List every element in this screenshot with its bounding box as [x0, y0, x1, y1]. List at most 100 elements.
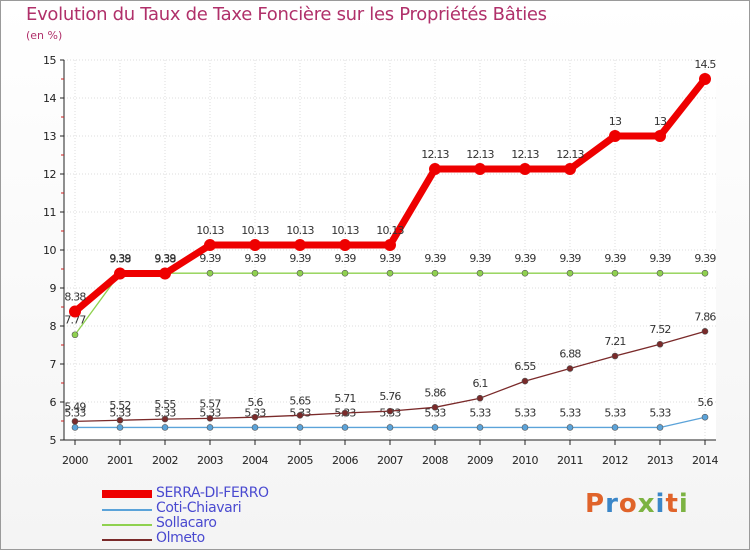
- x-tick-label: 2008: [422, 454, 448, 467]
- data-point-coti-chiavari: [701, 413, 709, 421]
- data-label-coti-chiavari: 5.33: [514, 406, 536, 419]
- data-point-coti-chiavari: [476, 424, 484, 431]
- data-label-olmeto: 5.86: [424, 386, 446, 399]
- data-label-serra-di-ferro: 9.38: [154, 253, 176, 266]
- data-point-coti-chiavari: [656, 424, 664, 431]
- data-label-olmeto: 5.71: [334, 392, 355, 405]
- logo-letter: o: [618, 489, 638, 519]
- data-label-coti-chiavari: 5.6: [697, 396, 713, 409]
- data-label-serra-di-ferro: 8.38: [64, 291, 86, 304]
- data-point-serra-di-ferro: [519, 163, 531, 176]
- data-point-coti-chiavari: [431, 424, 439, 431]
- y-tick-label: 10: [43, 244, 56, 257]
- legend-swatch-serra-di-ferro: [102, 490, 152, 498]
- data-point-sollacaro: [521, 269, 529, 277]
- data-point-sollacaro: [71, 331, 79, 339]
- y-tick-label: 8: [50, 320, 57, 333]
- data-label-sollacaro: 9.39: [424, 252, 446, 265]
- x-tick-label: 2012: [602, 454, 628, 467]
- y-tick-label: 9: [50, 282, 57, 295]
- x-tick-label: 2009: [467, 454, 493, 467]
- data-label-serra-di-ferro: 9.38: [109, 253, 131, 266]
- data-label-sollacaro: 9.39: [379, 252, 401, 265]
- legend-label-olmeto: Olmeto: [156, 530, 205, 546]
- data-point-serra-di-ferro: [429, 163, 441, 176]
- data-point-sollacaro: [431, 269, 439, 277]
- y-tick-label: 7: [50, 358, 57, 371]
- data-label-coti-chiavari: 5.33: [64, 406, 86, 419]
- x-tick-label: 2004: [242, 454, 268, 467]
- data-label-coti-chiavari: 5.33: [154, 406, 176, 419]
- data-label-serra-di-ferro: 10.13: [196, 224, 224, 237]
- data-point-coti-chiavari: [341, 424, 349, 431]
- data-point-coti-chiavari: [611, 424, 619, 431]
- data-label-serra-di-ferro: 10.13: [241, 224, 269, 237]
- data-label-sollacaro: 9.39: [514, 252, 536, 265]
- data-point-olmeto: [71, 418, 79, 425]
- x-tick-label: 2005: [287, 454, 313, 467]
- data-point-sollacaro: [341, 269, 349, 277]
- data-label-coti-chiavari: 5.33: [109, 406, 131, 419]
- x-tick-label: 2002: [152, 454, 178, 467]
- data-point-coti-chiavari: [296, 424, 304, 431]
- data-label-olmeto: 5.52: [109, 399, 130, 412]
- y-tick-label: 6: [50, 396, 57, 409]
- data-label-coti-chiavari: 5.33: [469, 406, 491, 419]
- data-point-serra-di-ferro: [339, 239, 351, 252]
- data-label-sollacaro: 9.39: [244, 252, 266, 265]
- data-label-olmeto: 7.52: [649, 323, 670, 336]
- data-label-sollacaro: 9.39: [334, 252, 356, 265]
- data-label-serra-di-ferro: 12.13: [511, 148, 539, 161]
- data-point-olmeto: [566, 365, 574, 372]
- data-point-olmeto: [251, 413, 259, 421]
- data-label-coti-chiavari: 5.33: [649, 406, 671, 419]
- data-label-olmeto: 5.55: [154, 398, 176, 411]
- data-label-serra-di-ferro: 10.13: [376, 224, 404, 237]
- data-label-serra-di-ferro: 12.13: [421, 148, 449, 161]
- chart-title: Evolution du Taux de Taxe Foncière sur l…: [26, 4, 547, 25]
- data-label-olmeto: 6.55: [514, 360, 536, 373]
- data-label-sollacaro: 9.39: [154, 252, 176, 265]
- logo-letter: i: [678, 489, 689, 519]
- data-label-olmeto: 5.76: [379, 390, 401, 403]
- data-label-sollacaro: 9.39: [649, 252, 671, 265]
- legend-label-sollacaro: Sollacaro: [156, 515, 217, 531]
- x-tick-label: 2006: [332, 454, 358, 467]
- data-label-olmeto: 6.88: [559, 348, 581, 361]
- data-point-serra-di-ferro: [249, 239, 261, 252]
- data-point-serra-di-ferro: [564, 163, 576, 176]
- data-point-coti-chiavari: [206, 424, 214, 431]
- data-point-coti-chiavari: [566, 424, 574, 431]
- data-point-coti-chiavari: [116, 424, 124, 431]
- data-point-sollacaro: [656, 269, 664, 277]
- data-point-coti-chiavari: [71, 424, 79, 431]
- logo-letter: i: [655, 489, 666, 519]
- data-label-olmeto: 5.49: [64, 400, 86, 413]
- data-point-serra-di-ferro: [294, 239, 306, 252]
- data-label-serra-di-ferro: 12.13: [556, 148, 584, 161]
- data-point-coti-chiavari: [521, 424, 529, 431]
- logo-letter: x: [637, 489, 656, 519]
- y-tick-label: 11: [43, 206, 56, 219]
- data-point-sollacaro: [296, 269, 304, 277]
- data-point-olmeto: [611, 352, 619, 360]
- data-label-coti-chiavari: 5.33: [559, 406, 581, 419]
- x-tick-label: 2013: [647, 454, 673, 467]
- data-label-sollacaro: 7.77: [64, 314, 86, 327]
- x-tick-label: 2000: [62, 454, 88, 467]
- data-point-serra-di-ferro: [384, 239, 396, 252]
- data-point-sollacaro: [476, 269, 484, 277]
- data-label-olmeto: 5.65: [289, 394, 311, 407]
- data-label-serra-di-ferro: 10.13: [331, 224, 359, 237]
- x-tick-label: 2007: [377, 454, 403, 467]
- logo-letter: r: [605, 489, 619, 519]
- x-tick-label: 2010: [512, 454, 538, 467]
- data-point-serra-di-ferro: [204, 239, 216, 252]
- data-point-olmeto: [656, 340, 664, 348]
- data-label-coti-chiavari: 5.33: [244, 406, 266, 419]
- data-point-olmeto: [161, 415, 169, 423]
- data-point-sollacaro: [566, 269, 574, 277]
- data-label-coti-chiavari: 5.33: [424, 406, 446, 419]
- legend-label-coti-chiavari: Coti-Chiavari: [156, 500, 242, 516]
